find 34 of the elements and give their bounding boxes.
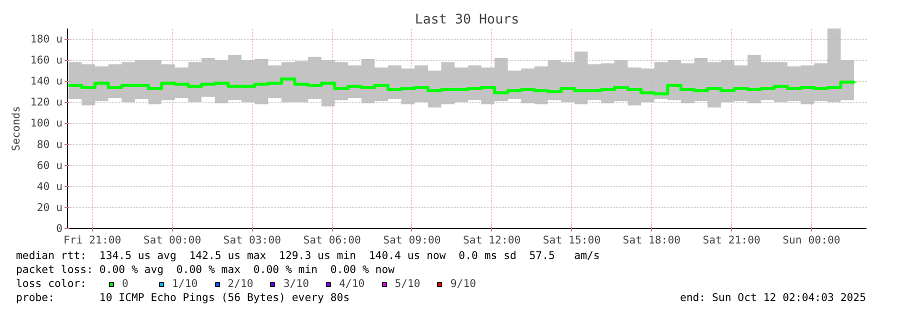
chart-title: Last 30 Hours bbox=[414, 12, 520, 28]
x-tick-label: Sat 00:00 bbox=[143, 234, 202, 246]
x-tick-label: Fri 21:00 bbox=[63, 234, 122, 246]
y-tick-label: 40 u bbox=[36, 180, 63, 193]
x-tick-label: Sat 12:00 bbox=[462, 234, 521, 246]
x-tick-label: Sat 15:00 bbox=[542, 234, 601, 246]
text: median rtt: 134.5 us avg 142.5 us max 129.3 us min 140.4 us now 0.0 ms sd 57.5 am/s bbox=[16, 249, 600, 263]
text: end: Sun Oct 12 02:04:03 2025 bbox=[680, 291, 866, 305]
legend-label: 4/10 bbox=[339, 277, 365, 290]
y-axis-title: Seconds bbox=[9, 106, 22, 151]
legend-label: 9/10 bbox=[450, 277, 476, 290]
y-tick-label: 180 u bbox=[30, 32, 62, 46]
text: probe: 10 ICMP Echo Pings (56 Bytes) every 80s bbox=[16, 291, 350, 305]
legend-label: 1/10 bbox=[172, 277, 198, 290]
y-tick-label: 80 u bbox=[36, 138, 63, 151]
text: packet loss: 0.00 % avg 0.00 % max 0.00 % min 0.00 % now bbox=[16, 263, 395, 277]
legend-title: loss color: bbox=[16, 277, 87, 291]
y-tick-label: 140 u bbox=[30, 74, 62, 88]
x-tick-label: Sat 06:00 bbox=[303, 234, 361, 246]
x-tick-label: Sat 18:00 bbox=[622, 234, 681, 246]
legend-label: 5/10 bbox=[394, 277, 420, 290]
y-tick-label: 20 u bbox=[36, 200, 63, 214]
x-tick-label: Sat 21:00 bbox=[702, 234, 760, 246]
legend-label: 3/10 bbox=[283, 277, 310, 290]
x-tick-label: Sat 03:00 bbox=[223, 234, 282, 246]
x-tick-label: Sun 00:00 bbox=[782, 234, 840, 246]
x-tick-label: Sat 09:00 bbox=[383, 234, 441, 246]
y-tick-label: 100 u bbox=[30, 116, 62, 130]
legend-label: 0 bbox=[122, 277, 130, 290]
y-tick-label: 0 bbox=[56, 222, 63, 235]
y-tick-label: 160 u bbox=[30, 54, 62, 67]
y-tick-label: 60 u bbox=[36, 158, 63, 172]
y-tick-label: 120 u bbox=[30, 96, 62, 109]
legend-label: 2/10 bbox=[228, 277, 254, 290]
